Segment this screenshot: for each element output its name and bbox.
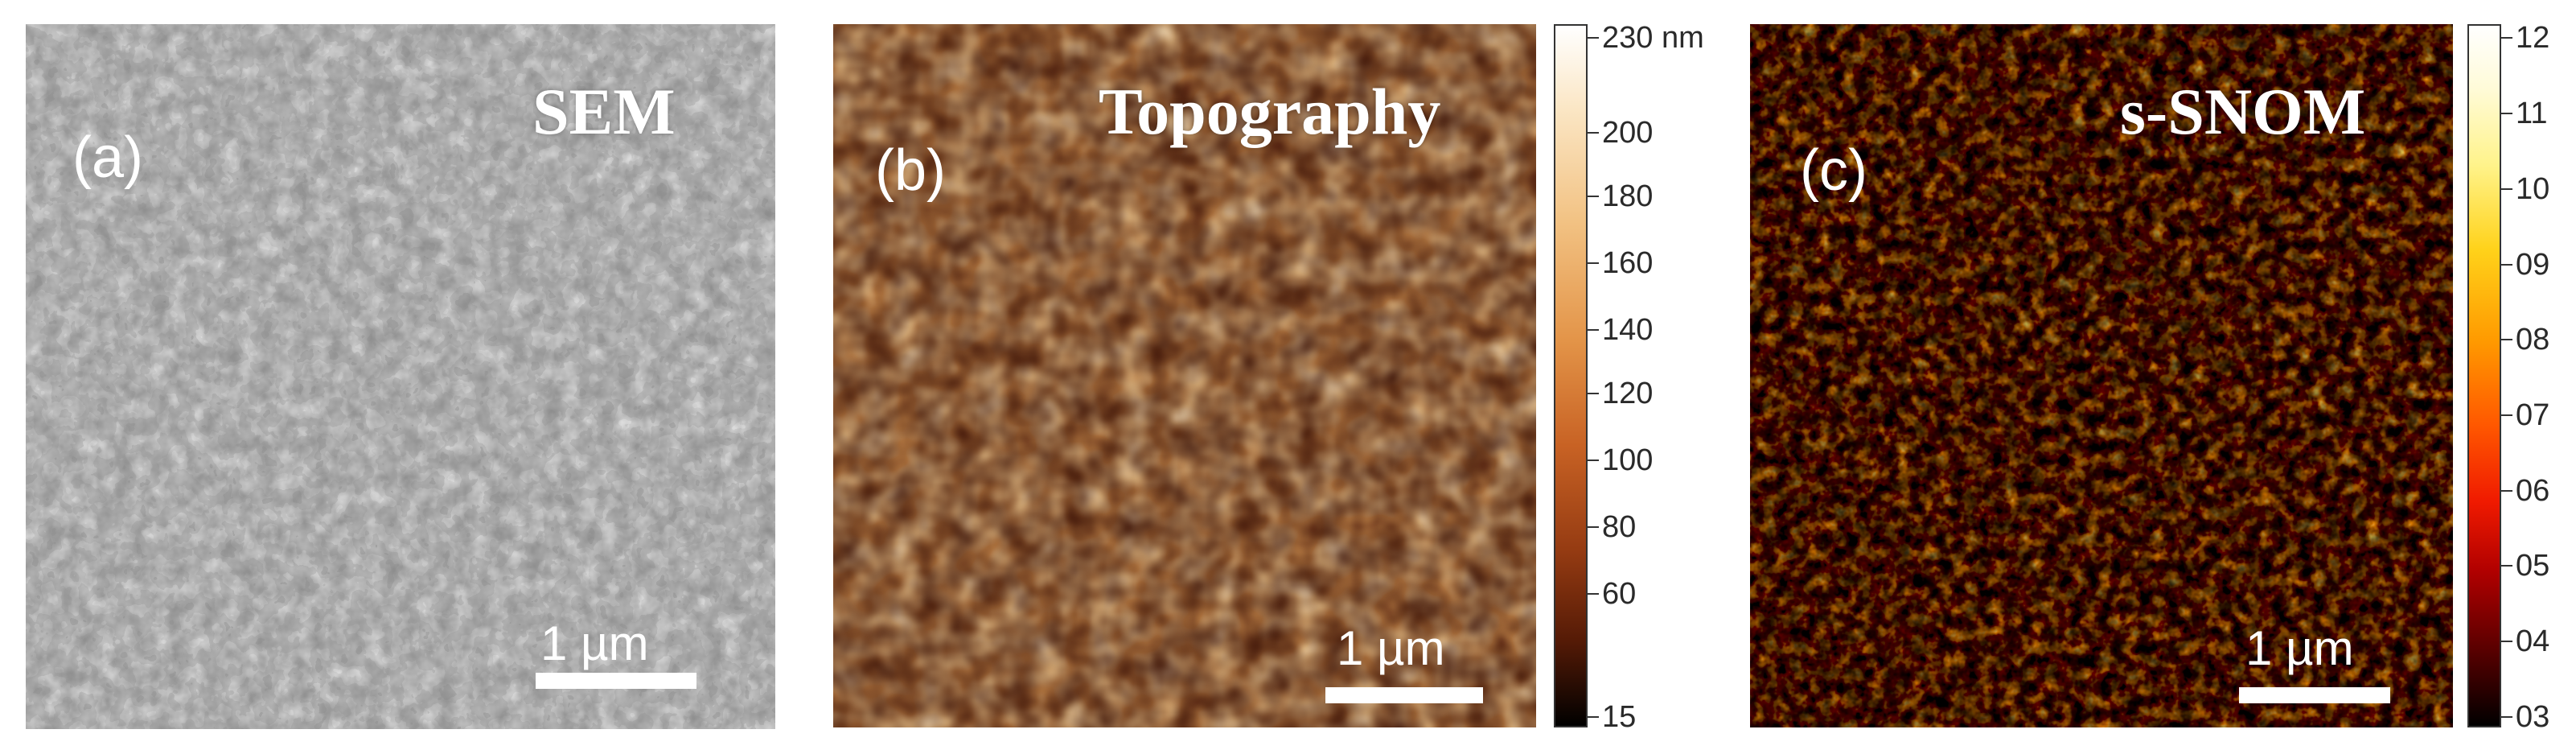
panel-title: Topography [1099,75,1441,148]
colorbar-tick [1588,196,1599,198]
colorbar-tick-label: 100 [1602,443,1654,477]
colorbar-tick-label: 05 [2516,549,2550,583]
colorbar-tick-label: 180 [1602,179,1654,214]
colorbar-tick-label: 09 [2516,247,2550,282]
colorbar-tick [1588,459,1599,461]
panel-label: (a) [72,126,143,190]
sem-image-panel: SEM (a) 1 µm [26,24,775,729]
colorbar-tick-label: 200 [1602,116,1654,150]
scalebar-label: 1 µm [2245,621,2354,675]
s-snom-map [1750,24,2453,727]
colorbar-tick-label: 15 [1602,699,1637,734]
colorbar-tick [1588,525,1599,528]
colorbar-tick-label: 03 [2516,699,2550,734]
s-snom-colorbar [2467,24,2501,727]
colorbar-tick-label: 120 [1602,376,1654,410]
colorbar-tick [1588,262,1599,265]
colorbar-tick [1588,37,1599,39]
colorbar-tick-label: 12 [2516,21,2550,56]
colorbar-tick [1588,132,1599,134]
scalebar [536,673,696,689]
topography-image-panel: Topography (b) 1 µm [833,24,1536,727]
colorbar-tick [2501,489,2512,492]
colorbar-tick-label: 230 nm [1602,21,1704,56]
colorbar-tick [2501,113,2512,115]
colorbar-tick [1588,392,1599,394]
colorbar-tick-label: 06 [2516,473,2550,508]
colorbar-tick [2501,263,2512,266]
topography-colorbar [1554,24,1588,727]
colorbar-tick [2501,641,2512,643]
colorbar-tick-label: 08 [2516,323,2550,357]
colorbar-tick [2501,715,2512,718]
panel-label: (b) [875,138,946,203]
colorbar-tick-label: 60 [1602,576,1637,611]
panel-title: s-SNOM [2120,75,2366,148]
colorbar-tick [2501,339,2512,341]
colorbar-tick [2501,565,2512,567]
colorbar-tick-label: 10 [2516,171,2550,206]
colorbar-tick [1588,329,1599,332]
colorbar-tick [1588,715,1599,718]
panel-label: (c) [1800,138,1867,203]
colorbar-tick-label: 04 [2516,624,2550,659]
colorbar-tick-label: 80 [1602,509,1637,544]
s-snom-image-panel: s-SNOM (c) 1 µm [1750,24,2453,727]
colorbar-tick-label: 160 [1602,246,1654,281]
colorbar-tick [2501,188,2512,190]
scalebar-label: 1 µm [540,616,649,670]
colorbar-tick [2501,37,2512,39]
colorbar-tick-label: 07 [2516,398,2550,433]
colorbar-tick [1588,592,1599,595]
topography-map [833,24,1536,727]
sem-micrograph [26,24,775,729]
panel-title: SEM [532,75,676,148]
scalebar [1325,687,1483,703]
colorbar-tick [2501,414,2512,417]
scalebar-label: 1 µm [1337,621,1445,675]
scalebar [2239,687,2390,703]
colorbar-tick-label: 11 [2516,97,2548,131]
colorbar-tick-label: 140 [1602,313,1654,348]
